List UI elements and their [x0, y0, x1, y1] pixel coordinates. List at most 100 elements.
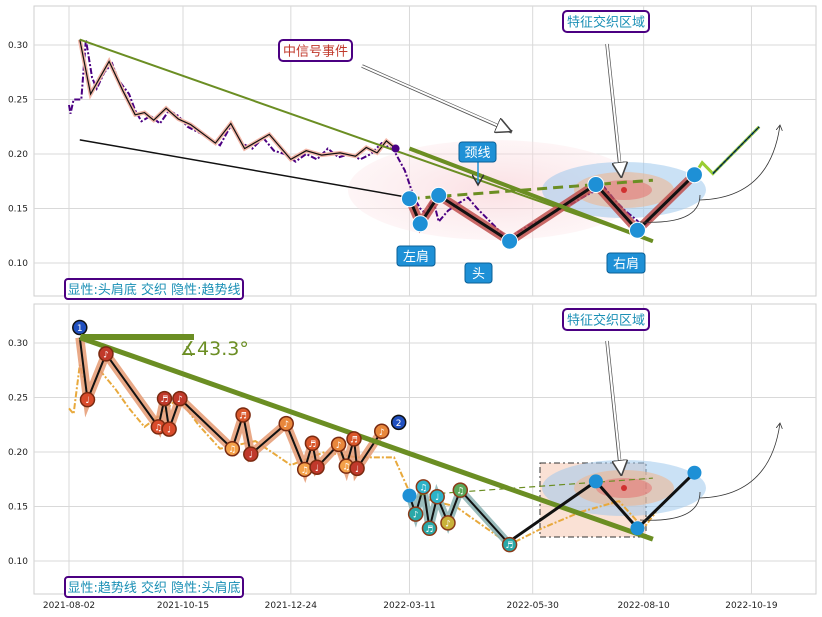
bottom-teal-glyph: ♩	[435, 493, 439, 503]
top-break-point	[391, 144, 400, 153]
bottom-teal-glyph: ♫	[456, 487, 464, 497]
right-shoulder-tag	[606, 252, 646, 274]
x-tick-label: 2022-03-11	[383, 601, 435, 611]
bottom-note-marker	[373, 423, 390, 440]
bottom-teal-marker	[440, 515, 456, 531]
bottom-note-marker	[304, 435, 321, 452]
bottom-feature-arrow	[606, 340, 621, 472]
x-tick-label: 2022-08-10	[617, 601, 670, 611]
y-tick-label: 0.20	[8, 150, 28, 160]
bottom-pattern-point	[630, 521, 645, 536]
top-panel: 0.10 0.15 0.20 0.25 0.30 中信号事件 特征交织区域 颈线 左肩	[8, 5, 817, 300]
y-tick-label: 0.15	[8, 205, 28, 215]
bottom-note-glyph: ♩	[85, 396, 89, 406]
bottom-note-glyph: ♪	[177, 395, 183, 405]
top-feature-box	[562, 10, 650, 33]
bottom-note-marker	[346, 431, 362, 447]
y-tick-label: 0.15	[8, 503, 28, 513]
y-tick-label: 0.10	[8, 259, 28, 269]
top-corner-label: 显性:头肩底 交织 隐性:趋势线	[67, 282, 240, 298]
bottom-note-glyph: ♫	[301, 466, 309, 476]
bottom-teal-marker	[501, 536, 518, 553]
bottom-note-marker	[79, 391, 96, 408]
top-pattern-point	[400, 190, 418, 208]
bottom-curve-arrow-2	[699, 423, 780, 499]
top-feature-label: 特征交织区域	[567, 15, 645, 31]
bottom-note-marker	[172, 390, 188, 407]
bottom-note-glyph: ♩	[249, 451, 253, 461]
mid-signal-label: 中信号事件	[283, 45, 348, 60]
x-tick-label: 2021-10-15	[157, 601, 209, 611]
bottom-pattern-point	[687, 465, 702, 480]
bottom-note-glyph: ♬	[239, 411, 247, 421]
y-tick-label: 0.30	[8, 41, 28, 51]
y-tick-label: 0.20	[8, 448, 28, 458]
bottom-teal-glyph: ♫	[419, 483, 427, 493]
bottom-note-glyph: ♫	[342, 463, 350, 473]
top-projection-core	[712, 126, 760, 174]
top-pattern-point	[411, 215, 429, 233]
bottom-note-glyph: ♪	[336, 441, 342, 451]
top-pattern-point	[430, 186, 448, 204]
bottom-note-marker	[235, 407, 251, 423]
x-tick-label: 2022-10-19	[725, 601, 778, 611]
bottom-teal-marker	[407, 506, 424, 522]
y-tick-label: 0.10	[8, 557, 28, 567]
bottom-teal-marker	[452, 482, 469, 498]
bottom-teal-glyph: ♬	[506, 541, 514, 551]
bottom-teal-glyph: ♬	[425, 525, 433, 535]
top-pattern-point	[587, 176, 605, 194]
bottom-teal-marker	[421, 520, 438, 537]
x-tick-label: 2021-08-02	[43, 601, 95, 611]
bottom-corner-box	[64, 576, 244, 598]
x-axis-ticks: 2021-08-02 2021-10-15 2021-12-24 2022-03-11…	[43, 601, 778, 611]
bottom-note-marker	[156, 390, 173, 407]
head-tag	[464, 262, 493, 284]
x-tick-label: 2022-05-30	[507, 601, 560, 611]
bottom-panel: 0.10 0.15 0.20 0.25 0.30 2021-08-02 2021-10-1…	[8, 303, 817, 611]
bottom-trendline	[78, 335, 654, 542]
bottom-annotations: ∡43.3° 特征交织区域 显性:趋势线 交织 隐性:头肩底	[64, 308, 780, 598]
top-connector	[79, 139, 410, 199]
top-feature-arrow	[606, 43, 621, 174]
bottom-note-marker	[98, 346, 114, 362]
top-trend-thick	[408, 146, 654, 244]
bottom-note-marker	[224, 440, 241, 457]
neckline-label: 颈线	[464, 146, 490, 161]
top-feature-center-dot	[621, 187, 627, 193]
bottom-teal-marker	[415, 479, 432, 495]
top-series-group	[68, 38, 761, 250]
bottom-corner-label: 显性:趋势线 交织 隐性:头肩底	[67, 580, 240, 596]
bottom-continuation	[511, 471, 696, 541]
bottom-curve-arrow-1	[639, 491, 701, 521]
bottom-series-price	[68, 364, 657, 546]
bottom-note-glyph: ♪	[283, 420, 289, 430]
angle-label: ∡43.3°	[180, 338, 249, 360]
bottom-note-glyph: ♩	[315, 464, 319, 474]
bottom-note-glyph: ♫	[154, 423, 162, 433]
bottom-note-glyph: ♬	[160, 395, 168, 405]
bottom-note-marker	[161, 421, 177, 437]
x-tick-label: 2021-12-24	[265, 601, 318, 611]
bottom-note-glyph: ♩	[167, 426, 171, 436]
top-pattern-point	[628, 221, 646, 239]
bottom-teal-glyph: ♪	[445, 519, 451, 529]
top-curve-arrow-2	[699, 125, 780, 201]
mid-signal-box	[278, 39, 353, 62]
left-shoulder-tag	[396, 245, 436, 267]
left-shoulder-label: 左肩	[403, 249, 429, 265]
bottom-number-marker	[72, 319, 88, 336]
bottom-number-marker	[390, 414, 407, 431]
bottom-note-glyph: ♪	[103, 350, 109, 360]
bottom-note-glyph: ♬	[308, 440, 316, 450]
bottom-number-label: 2	[396, 419, 402, 429]
bottom-note-marker	[349, 460, 365, 477]
top-neckline	[409, 178, 654, 201]
y-tick-label: 0.30	[8, 339, 28, 349]
right-shoulder-label: 右肩	[613, 256, 639, 272]
bottom-neckline	[409, 477, 653, 497]
bottom-note-marker	[330, 436, 347, 453]
bottom-y-ticks: 0.10 0.15 0.20 0.25 0.30	[8, 339, 28, 567]
bottom-teal-marker	[429, 488, 445, 505]
